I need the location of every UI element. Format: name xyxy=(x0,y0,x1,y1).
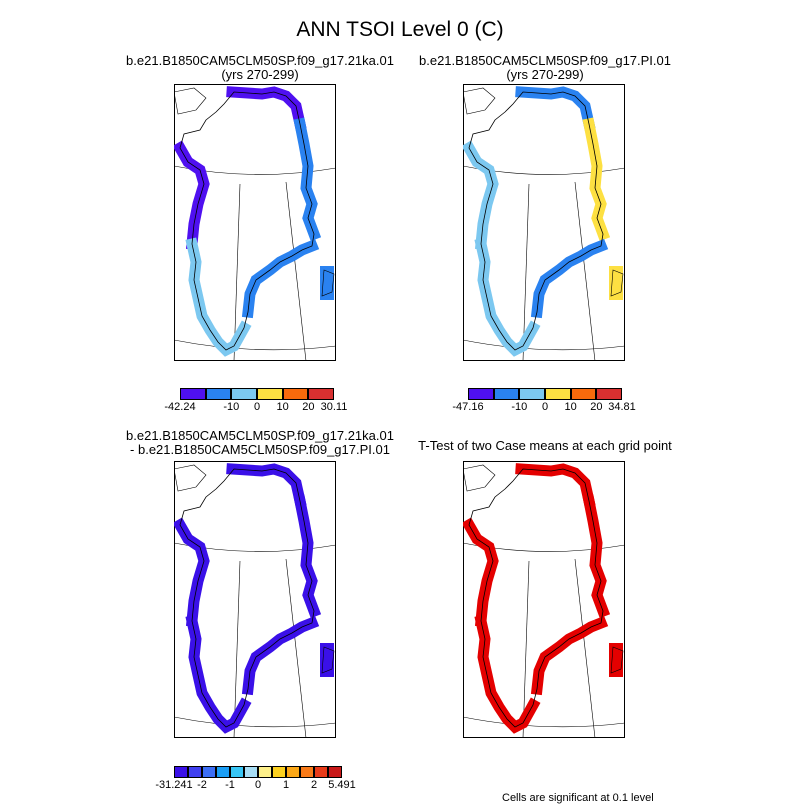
colorbar-swatch xyxy=(545,388,571,400)
colorbar-swatch xyxy=(328,766,342,778)
map-panel-21ka xyxy=(174,84,336,361)
colorbar-tick-label: 0 xyxy=(253,401,261,413)
coastline-iceland xyxy=(610,269,624,297)
graticule-line xyxy=(522,560,530,738)
panel-3-title: b.e21.B1850CAM5CLM50SP.f09_g17.21ka.01 -… xyxy=(100,429,420,457)
graticule-line xyxy=(522,183,530,361)
graticule-line xyxy=(574,558,596,738)
coastline-greenland xyxy=(179,91,315,351)
colorbar-tick-label: 20 xyxy=(590,401,603,413)
graticule-line xyxy=(174,339,336,351)
graticule-line xyxy=(233,183,241,361)
graticule-line xyxy=(233,560,241,738)
panel-2-title: b.e21.B1850CAM5CLM50SP.f09_g17.PI.01 (yr… xyxy=(385,54,705,82)
colorbar-swatch xyxy=(244,766,258,778)
colorbar-swatch xyxy=(202,766,216,778)
colorbar-swatch xyxy=(272,766,286,778)
panel-4-title: T-Test of two Case means at each grid po… xyxy=(385,439,705,453)
colorbar-swatch xyxy=(286,766,300,778)
colorbar-21ka: -42.24 -10 0 10 20 30.11 xyxy=(164,388,347,414)
panel-3-title-line1: b.e21.B1850CAM5CLM50SP.f09_g17.21ka.01 xyxy=(126,428,394,443)
colorbar-pi: -47.16 -10 0 10 20 34.81 xyxy=(452,388,636,414)
colorbar-swatch xyxy=(314,766,328,778)
panel-3-title-line2: - b.e21.B1850CAM5CLM50SP.f09_g17.PI.01 xyxy=(130,442,390,457)
colorbar-swatch xyxy=(205,388,232,400)
graticule-line xyxy=(285,558,307,738)
colorbar-tick-label: -31.241 xyxy=(155,779,193,791)
colorbar-tick-label: -10 xyxy=(511,401,528,413)
colorbar-tick-label: 10 xyxy=(276,401,289,413)
colorbar-tick-label: -10 xyxy=(223,401,240,413)
panel-2-title-line2: (yrs 270-299) xyxy=(506,67,584,82)
colorbar-swatch xyxy=(519,388,545,400)
coastline-ellesmere xyxy=(174,464,207,492)
colorbar-swatch xyxy=(300,766,314,778)
map-panel-difference xyxy=(174,461,336,738)
panel-4-title-line1: T-Test of two Case means at each grid po… xyxy=(418,438,672,453)
colorbar-tick-label: -42.24 xyxy=(164,401,196,413)
graticule-line xyxy=(285,181,307,361)
colorbar-tick-label: 10 xyxy=(564,401,577,413)
coastline-greenland xyxy=(179,468,315,728)
coastline-iceland xyxy=(321,646,335,674)
main-title: ANN TSOI Level 0 (C) xyxy=(296,18,504,41)
coastline-greenland xyxy=(468,91,604,351)
colorbar-tick-label: 1 xyxy=(282,779,290,791)
graticule-line xyxy=(174,716,336,728)
panel-1-title-line1: b.e21.B1850CAM5CLM50SP.f09_g17.21ka.01 xyxy=(126,53,394,68)
colorbar-swatch xyxy=(570,388,597,400)
map-panel-pi xyxy=(463,84,625,361)
colorbar-swatch xyxy=(493,388,520,400)
colorbar-tick-label: 30.11 xyxy=(320,401,348,413)
colorbar-swatch xyxy=(282,388,309,400)
colorbar-tick-label: -2 xyxy=(197,779,207,791)
colorbar-swatch xyxy=(468,388,494,400)
coastline-iceland xyxy=(321,269,335,297)
colorbar-swatch xyxy=(596,388,622,400)
colorbar-tick-label: 20 xyxy=(302,401,315,413)
colorbar-swatch xyxy=(180,388,206,400)
colorbar-tick-label: 0 xyxy=(541,401,549,413)
colorbar-tick-label: 2 xyxy=(310,779,318,791)
colorbar-swatch xyxy=(308,388,334,400)
colorbar-swatch xyxy=(174,766,188,778)
panel-1-title-line2: (yrs 270-299) xyxy=(221,67,299,82)
coastline-greenland xyxy=(468,468,604,728)
graticule-line xyxy=(574,181,596,361)
colorbar-swatch xyxy=(230,766,244,778)
colorbar-swatch xyxy=(231,388,257,400)
colorbar-tick-label: 5.491 xyxy=(328,779,356,791)
coastline-ellesmere xyxy=(463,464,496,492)
colorbar-swatch xyxy=(258,766,272,778)
graticule-line xyxy=(463,339,625,351)
colorbar-tick-label: -47.16 xyxy=(452,401,484,413)
map-panel-ttest xyxy=(463,461,625,738)
colorbar-tick-label: -1 xyxy=(225,779,235,791)
colorbar-swatch xyxy=(216,766,230,778)
colorbar-difference: -31.241 -2 -1 0 1 2 5.491 xyxy=(155,766,356,792)
coastline-ellesmere xyxy=(174,87,207,115)
significance-footnote: Cells are significant at 0.1 level xyxy=(502,792,654,804)
panel-1-title: b.e21.B1850CAM5CLM50SP.f09_g17.21ka.01 (… xyxy=(100,54,420,82)
coastline-ellesmere xyxy=(463,87,496,115)
graticule-line xyxy=(463,716,625,728)
colorbar-tick-label: 0 xyxy=(254,779,262,791)
colorbar-tick-label: 34.81 xyxy=(608,401,636,413)
panel-2-title-line1: b.e21.B1850CAM5CLM50SP.f09_g17.PI.01 xyxy=(419,53,671,68)
colorbar-swatch xyxy=(188,766,202,778)
coastline-iceland xyxy=(610,646,624,674)
colorbar-swatch xyxy=(257,388,283,400)
